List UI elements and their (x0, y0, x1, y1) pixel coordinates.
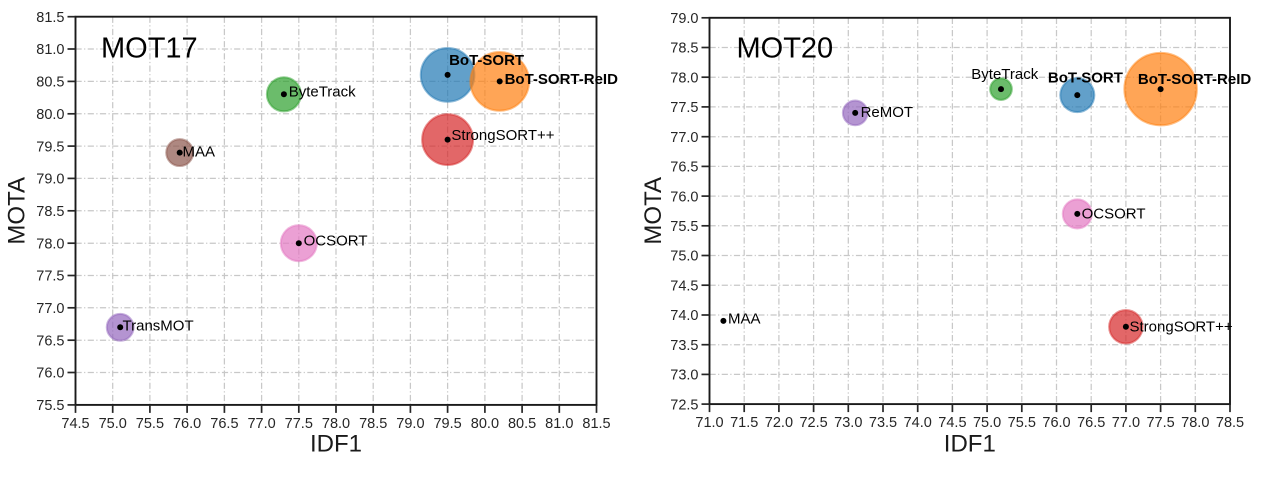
svg-text:79.0: 79.0 (396, 416, 424, 432)
svg-text:75.5: 75.5 (136, 416, 164, 432)
svg-text:77.0: 77.0 (670, 130, 698, 146)
svg-text:78.0: 78.0 (1181, 415, 1209, 431)
svg-text:81.0: 81.0 (545, 416, 573, 432)
svg-text:81.0: 81.0 (36, 42, 64, 58)
svg-text:OCSORT: OCSORT (304, 233, 368, 250)
svg-text:74.0: 74.0 (904, 415, 932, 431)
svg-text:73.0: 73.0 (670, 368, 698, 384)
svg-text:71.5: 71.5 (730, 415, 758, 431)
svg-text:StrongSORT++: StrongSORT++ (451, 127, 554, 144)
svg-text:78.5: 78.5 (1216, 415, 1244, 431)
svg-text:73.0: 73.0 (834, 415, 862, 431)
svg-text:MOT17: MOT17 (101, 33, 198, 65)
svg-text:80.5: 80.5 (36, 75, 64, 91)
svg-text:81.5: 81.5 (582, 416, 610, 432)
svg-text:ReMOT: ReMOT (861, 104, 914, 121)
svg-text:76.5: 76.5 (36, 333, 64, 349)
svg-text:75.5: 75.5 (1008, 415, 1036, 431)
svg-text:76.0: 76.0 (670, 189, 698, 205)
svg-text:BoT-SORT: BoT-SORT (1048, 69, 1123, 86)
svg-text:78.5: 78.5 (36, 204, 64, 220)
svg-text:IDF1: IDF1 (944, 431, 996, 458)
svg-text:77.0: 77.0 (36, 301, 64, 317)
svg-text:BoT-SORT: BoT-SORT (449, 52, 524, 69)
svg-text:BoT-SORT-ReID: BoT-SORT-ReID (505, 71, 619, 88)
svg-text:74.5: 74.5 (938, 415, 966, 431)
svg-text:72.5: 72.5 (799, 415, 827, 431)
svg-text:76.5: 76.5 (1077, 415, 1105, 431)
svg-text:75.0: 75.0 (670, 249, 698, 265)
svg-text:77.0: 77.0 (1112, 415, 1140, 431)
svg-text:75.5: 75.5 (36, 398, 64, 414)
svg-text:74.5: 74.5 (670, 278, 698, 294)
svg-text:78.5: 78.5 (670, 41, 698, 57)
svg-text:81.5: 81.5 (36, 10, 64, 26)
svg-text:78.0: 78.0 (36, 236, 64, 252)
svg-text:75.0: 75.0 (99, 416, 127, 432)
svg-text:76.0: 76.0 (173, 416, 201, 432)
svg-text:76.0: 76.0 (36, 366, 64, 382)
svg-text:79.0: 79.0 (36, 172, 64, 188)
svg-text:77.5: 77.5 (670, 100, 698, 116)
svg-text:MOT20: MOT20 (737, 33, 834, 65)
svg-text:75.0: 75.0 (973, 415, 1001, 431)
svg-text:79.5: 79.5 (433, 416, 461, 432)
svg-text:78.0: 78.0 (322, 416, 350, 432)
svg-text:72.0: 72.0 (765, 415, 793, 431)
svg-text:80.0: 80.0 (36, 107, 64, 123)
svg-text:77.5: 77.5 (36, 269, 64, 285)
svg-text:76.5: 76.5 (670, 160, 698, 176)
svg-text:78.5: 78.5 (359, 416, 387, 432)
svg-text:72.5: 72.5 (670, 397, 698, 413)
svg-text:74.5: 74.5 (61, 416, 89, 432)
svg-text:77.0: 77.0 (247, 416, 275, 432)
svg-text:OCSORT: OCSORT (1082, 206, 1146, 223)
svg-text:76.0: 76.0 (1042, 415, 1070, 431)
svg-text:78.0: 78.0 (670, 70, 698, 86)
svg-text:71.0: 71.0 (695, 415, 723, 431)
svg-text:MAA: MAA (728, 311, 761, 328)
svg-text:77.5: 77.5 (1146, 415, 1174, 431)
svg-text:MOTA: MOTA (4, 177, 31, 245)
svg-text:MOTA: MOTA (640, 177, 667, 245)
svg-text:80.5: 80.5 (508, 416, 536, 432)
svg-text:73.5: 73.5 (869, 415, 897, 431)
svg-text:ByteTrack: ByteTrack (971, 66, 1038, 83)
svg-text:79.0: 79.0 (670, 11, 698, 27)
svg-text:ByteTrack: ByteTrack (289, 83, 356, 100)
svg-text:80.0: 80.0 (471, 416, 499, 432)
svg-text:BoT-SORT-ReID: BoT-SORT-ReID (1138, 71, 1252, 88)
svg-text:77.5: 77.5 (285, 416, 313, 432)
svg-text:MAA: MAA (183, 144, 216, 161)
svg-text:75.5: 75.5 (670, 219, 698, 235)
svg-text:TransMOT: TransMOT (123, 318, 194, 335)
svg-text:76.5: 76.5 (210, 416, 238, 432)
svg-text:73.5: 73.5 (670, 338, 698, 354)
svg-text:79.5: 79.5 (36, 139, 64, 155)
svg-text:IDF1: IDF1 (310, 431, 362, 458)
svg-text:StrongSORT++: StrongSORT++ (1130, 319, 1233, 336)
svg-text:74.0: 74.0 (670, 308, 698, 324)
